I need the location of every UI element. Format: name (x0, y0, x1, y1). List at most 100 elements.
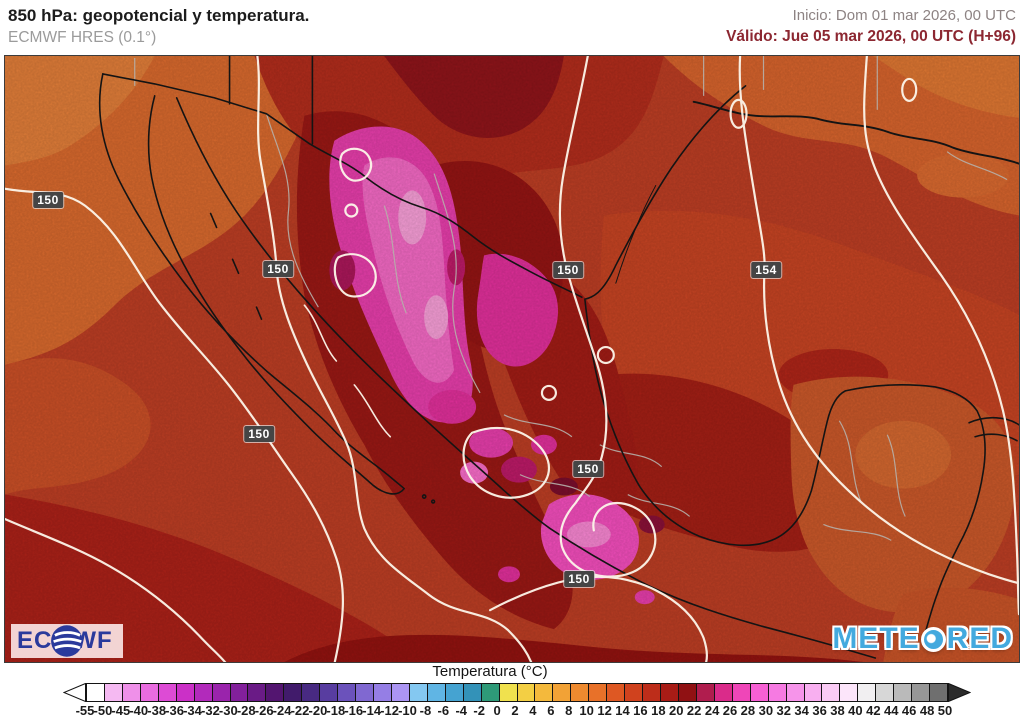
colorbar-tick-label: 32 (776, 703, 791, 718)
colorbar-tick-label: -10 (398, 703, 417, 718)
colorbar-cell (804, 684, 823, 701)
colorbar-tick-label: 16 (633, 703, 648, 718)
colorbar-cell (266, 684, 285, 701)
colorbar-tick-label: -32 (201, 703, 220, 718)
colorbar-tick-label: -18 (326, 703, 346, 718)
colorbar-cells (86, 683, 948, 702)
colorbar-tick-label: 38 (830, 703, 845, 718)
colorbar-tick-label: -6 (437, 703, 450, 718)
colorbar-cell (607, 684, 626, 701)
colorbar-cell (445, 684, 464, 701)
colorbar-tick-label: 22 (686, 703, 702, 718)
colorbar-cell (320, 684, 339, 701)
colorbar-tick-label: 42 (866, 703, 881, 718)
contour-label: 154 (751, 262, 781, 278)
meteored-logo-text-left: METE (832, 622, 920, 655)
meteored-logo-text-right: RED (946, 622, 1013, 655)
colorbar-tick-label: -20 (308, 703, 328, 718)
colorbar-cell (768, 684, 787, 701)
colorbar-title: Temperatura (°C) (432, 663, 548, 680)
colorbar-cell (822, 684, 841, 701)
colorbar-cell (427, 684, 446, 701)
geopotential-contours (5, 56, 1019, 662)
colorbar-cell (643, 684, 661, 701)
colorbar-tick-label: -8 (419, 703, 432, 718)
colorbar-cell (212, 684, 231, 701)
colorbar-tick-label: 40 (848, 703, 863, 718)
colorbar-cell (284, 684, 303, 701)
colorbar-cell (499, 684, 518, 701)
colorbar-tick-label: 30 (758, 703, 774, 718)
colorbar-cell (409, 684, 428, 701)
colorbar-cell (87, 684, 105, 701)
colorbar-left-arrow (63, 683, 86, 702)
colorbar-tick-label: -24 (272, 703, 292, 718)
colorbar-tick-label: -26 (254, 703, 274, 718)
colorbar-tick-label: -36 (165, 703, 184, 718)
colorbar-cell (481, 684, 500, 701)
ecmwf-logo-icon (51, 625, 83, 657)
colorbar-cell (732, 684, 751, 701)
colorbar-cell (696, 684, 715, 701)
colorbar-tick-label: -4 (455, 703, 468, 718)
colorbar-cell (876, 684, 895, 701)
map-header: 850 hPa: geopotencial y temperatura. ECM… (0, 0, 1024, 55)
colorbar-tick-label: -50 (93, 703, 113, 718)
state-borders (134, 56, 1008, 541)
colorbar-tick-label: 50 (937, 703, 953, 718)
colorbar-tick-label: -28 (236, 703, 256, 718)
colorbar-cell (356, 684, 374, 701)
colorbar-tick-label: -45 (111, 703, 131, 718)
colorbar-cell (535, 684, 554, 701)
colorbar-cell (589, 684, 608, 701)
temperature-field-art (5, 56, 1019, 662)
colorbar-cell (463, 684, 482, 701)
meteored-o-icon (920, 626, 946, 652)
valid-datetime: Válido: Jue 05 mar 2026, 00 UTC (H+96) (726, 28, 1016, 45)
model-label: ECMWF HRES (0.1°) (8, 29, 157, 46)
colorbar-tick-label: 24 (704, 703, 720, 718)
colorbar-cell (374, 684, 392, 701)
colorbar-tick-label: -30 (218, 703, 238, 718)
colorbar-tick-label: -40 (129, 703, 149, 718)
colorbar-cell (194, 684, 213, 701)
colorbar-cell (248, 684, 267, 701)
colorbar-tick-label: -38 (147, 703, 167, 718)
colorbar-tick-label: -14 (362, 703, 382, 718)
colorbar-cell (176, 684, 195, 701)
colorbar-tick-label: 20 (669, 703, 684, 718)
colorbar-cell (786, 684, 805, 701)
colorbar-cell (840, 684, 859, 701)
colorbar-tick-label: 0 (493, 703, 501, 718)
page-title: 850 hPa: geopotencial y temperatura. (8, 6, 310, 25)
contour-label: 150 (564, 571, 594, 587)
colorbar-cell (122, 684, 141, 701)
init-datetime: Inicio: Dom 01 mar 2026, 00 UTC (792, 7, 1016, 24)
colorbar-tick-label: -16 (344, 703, 364, 718)
colorbar-cell (140, 684, 159, 701)
colorbar-cell (625, 684, 644, 701)
colorbar-tick-label: 18 (651, 703, 666, 718)
colorbar-tick-label: 46 (901, 703, 917, 718)
colorbar-tick-label: 26 (722, 703, 738, 718)
colorbar-tick-label: 48 (919, 703, 935, 718)
colorbar-tick-label: -12 (380, 703, 399, 718)
colorbar-cell (571, 684, 590, 701)
colorbar-cell (517, 684, 536, 701)
meteored-logo: METE RED (832, 622, 1013, 656)
colorbar-cell (391, 684, 410, 701)
colorbar-tick-label: -34 (183, 703, 202, 718)
colorbar-cell (338, 684, 357, 701)
colorbar-cell (661, 684, 679, 701)
map-canvas[interactable]: 150 150 150 150 154 150 150 ECMWF METE RED (4, 55, 1020, 663)
colorbar-cell (858, 684, 877, 701)
colorbar-section: Temperatura (°C) -55 -50 -45 -40 -38 -36 -34 -3… (0, 663, 1024, 720)
colorbar-tick-label: 44 (884, 703, 899, 718)
colorbar-tick-label: -2 (473, 703, 485, 718)
colorbar-tick-label: 36 (812, 703, 827, 718)
colorbar-right-arrow (948, 683, 971, 702)
colorbar-cell (678, 684, 697, 701)
colorbar-tick-label: 28 (740, 703, 756, 718)
colorbar-cell (230, 684, 249, 701)
colorbar-tick-label: 14 (615, 703, 630, 718)
